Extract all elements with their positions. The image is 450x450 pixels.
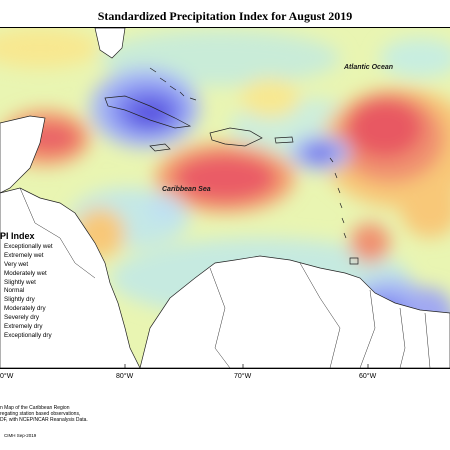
legend-item: Normal (4, 287, 25, 295)
legend-item: Severely dry (4, 314, 39, 322)
longitude-tick-label: 80°W (116, 373, 134, 380)
spi-legend: SPI Index Exceptionally wet Extremely we… (0, 231, 58, 341)
legend-item: Exceptionally dry (4, 331, 52, 339)
legend-item: Very wet (4, 260, 29, 268)
map-title: Standardized Precipitation Index for Aug… (97, 9, 353, 23)
legend-item: Exceptionally wet (4, 243, 53, 250)
land-masses (0, 28, 450, 368)
legend-item: Slightly wet (4, 278, 36, 286)
description-line: n Map of the Caribbean Region (0, 405, 70, 411)
caribbean-sea-label: Caribbean Sea (162, 186, 211, 193)
legend-item: Moderately wet (4, 269, 47, 277)
legend-item: Extremely wet (4, 251, 44, 259)
legend-title: SPI Index (0, 231, 35, 241)
map-description: n Map of the Caribbean Region regating s… (0, 405, 88, 423)
legend-item: Slightly dry (4, 296, 35, 304)
islands (104, 67, 359, 265)
legend-item: Extremely dry (4, 323, 43, 331)
credit-text: CIMH Sep-2019 (4, 433, 37, 438)
spi-map-canvas (0, 28, 450, 368)
longitude-tick-label: 70°W (234, 373, 252, 380)
longitude-tick-label: 60°W (359, 373, 377, 380)
legend-item: Moderately dry (4, 305, 46, 313)
borders (19, 187, 431, 368)
atlantic-ocean-label: Atlantic Ocean (344, 64, 394, 71)
spi-map: Atlantic Ocean Caribbean Sea (0, 27, 450, 369)
description-line: DF, with NCEP/NCAR Reanalysis Data. (0, 417, 88, 423)
longitude-tick-label: 0°W (0, 373, 14, 380)
description-line: regating station based observations, (0, 411, 81, 417)
